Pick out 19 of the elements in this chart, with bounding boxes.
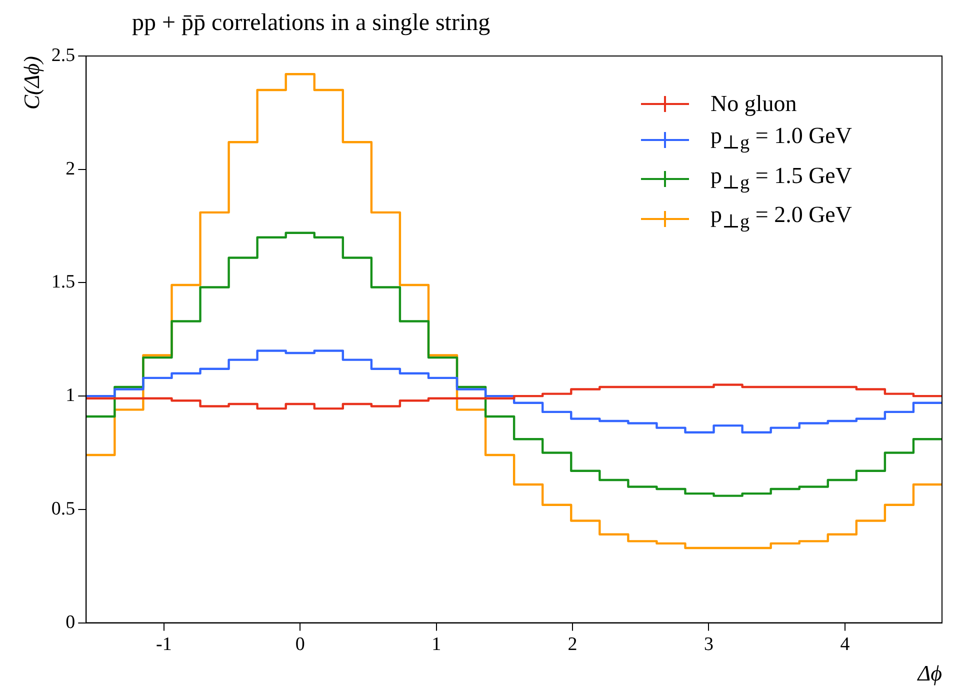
y-tick-label: 0.5 — [51, 498, 76, 520]
x-tick-label: -1 — [156, 634, 172, 656]
x-tick-label: 0 — [295, 634, 305, 656]
legend-label: p$_{⊥g}$ = 1.5 GeV — [710, 162, 852, 196]
x-tick-label: 4 — [840, 634, 850, 656]
y-axis-title: C(Δϕ) — [18, 56, 44, 110]
legend-label: p$_{⊥g}$ = 1.0 GeV — [710, 122, 852, 156]
y-tick-label: 0 — [66, 612, 76, 633]
x-tick-label: 2 — [568, 634, 578, 656]
legend-label: p$_{⊥g}$ = 2.0 GeV — [710, 201, 852, 235]
x-tick-label: 1 — [432, 634, 442, 656]
y-tick-label: 1 — [66, 385, 76, 406]
y-tick-label: 2.5 — [51, 44, 76, 66]
y-tick-label: 1.5 — [51, 272, 76, 293]
legend-label: No gluon — [710, 90, 797, 118]
x-axis-title: Δϕ — [916, 660, 942, 686]
chart-title: pp + p̄p̄ correlations in a single string — [132, 10, 490, 37]
y-tick-label: 2 — [66, 158, 76, 180]
x-tick-label: 3 — [704, 634, 714, 656]
